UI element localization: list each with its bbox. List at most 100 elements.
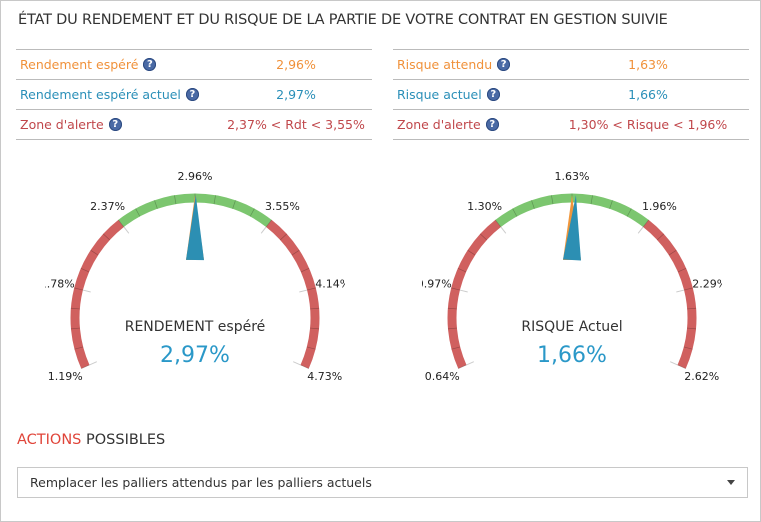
gauge-major-tick — [123, 226, 130, 234]
gauge-major-tick — [89, 361, 97, 366]
row-value: 2,96% — [276, 57, 316, 72]
gauge-title: RISQUE Actuel — [521, 319, 622, 335]
gauge-major-tick — [82, 289, 91, 293]
gauge-minor-tick — [447, 327, 457, 330]
rendement-gauge: 1.19% 1.78% 2.37% 2.96% 3.55% 4.14% 4.73% RENDE… — [45, 170, 345, 383]
gauge-value: 1,66% — [537, 343, 607, 368]
help-icon[interactable]: ? — [185, 88, 199, 101]
gauge-red-zone-low — [447, 219, 501, 369]
gauge-minor-tick — [265, 219, 272, 228]
gauge-major-tick — [670, 361, 678, 366]
gauge-minor-tick — [306, 346, 316, 350]
gauge-major-tick — [299, 289, 308, 293]
gauge-minor-tick — [551, 195, 554, 205]
gauge-minor-tick — [642, 219, 649, 228]
gauge-tick-label: 0.97% — [422, 278, 452, 291]
gauge-minor-tick — [74, 346, 84, 350]
gauge-minor-tick — [70, 307, 80, 310]
gauge-tick-label: 1.30% — [467, 200, 502, 213]
gauge-tick-label: 1.78% — [45, 278, 75, 291]
gauge-minor-tick — [310, 327, 320, 330]
gauge-minor-tick — [279, 233, 288, 241]
gauge-minor-tick — [300, 268, 310, 273]
gauge-minor-tick — [687, 327, 697, 330]
gauge-tick-label: 3.55% — [265, 200, 300, 213]
row-label: Risque attendu — [397, 57, 493, 72]
row-label: Rendement espéré actuel — [20, 87, 181, 102]
table-row: Rendement espéré actuel? 2,97% — [16, 80, 372, 110]
gauge-minor-tick — [102, 233, 111, 241]
gauge-minor-tick — [90, 249, 99, 256]
gauge-tick-label: 4.14% — [315, 278, 345, 291]
help-icon[interactable]: ? — [108, 118, 122, 131]
row-label: Zone d'alerte — [397, 117, 481, 132]
help-icon[interactable]: ? — [143, 58, 157, 71]
gauge-minor-tick — [300, 364, 309, 369]
table-row: Zone d'alerte? 2,37% < Rdt < 3,55% — [16, 110, 372, 140]
gauge-major-tick — [466, 361, 474, 366]
gauge-minor-tick — [590, 195, 593, 205]
row-label: Zone d'alerte — [20, 117, 104, 132]
row-label: Risque actuel — [397, 87, 482, 102]
gauge-tick-label: 1.96% — [642, 200, 677, 213]
gauge-minor-tick — [306, 287, 316, 291]
gauge-minor-tick — [213, 195, 216, 205]
gauge-minor-tick — [81, 364, 90, 369]
gauge-major-tick — [293, 361, 301, 366]
actions-heading-accent: ACTIONS — [17, 432, 82, 448]
gauge-minor-tick — [458, 364, 467, 369]
help-icon[interactable]: ? — [485, 118, 499, 131]
gauge-minor-tick — [683, 287, 693, 291]
gauge-minor-tick — [310, 307, 320, 310]
gauge-tick-label: 0.64% — [425, 370, 460, 383]
gauge-minor-tick — [118, 219, 125, 228]
gauge-minor-tick — [677, 268, 687, 273]
gauge-minor-tick — [687, 307, 697, 310]
actions-heading: ACTIONS POSSIBLES — [17, 432, 165, 448]
gauge-minor-tick — [609, 200, 613, 209]
gauge-title: RENDEMENT espéré — [125, 319, 266, 335]
gauge-minor-tick — [249, 208, 255, 217]
gauge-minor-tick — [467, 249, 476, 256]
risque-table: Risque attendu? 1,63% Risque actuel? 1,66%… — [393, 49, 749, 140]
action-select-value: Remplacer les palliers attendus par les … — [30, 475, 372, 490]
gauge-red-zone-high — [266, 219, 320, 369]
gauge-minor-tick — [154, 200, 158, 209]
gauge-minor-tick — [291, 249, 300, 256]
gauge-minor-tick — [135, 208, 141, 217]
row-value: 2,37% < Rdt < 3,55% — [227, 117, 365, 132]
gauge-value: 2,97% — [160, 343, 230, 368]
gauge-tick-label: 1.19% — [48, 370, 83, 383]
rendement-table: Rendement espéré? 2,96% Rendement espéré … — [16, 49, 372, 140]
gauge-minor-tick — [457, 268, 467, 273]
gauge-minor-tick — [232, 200, 236, 209]
risque-gauge: 0.64% 0.97% 1.30% 1.63% 1.96% 2.29% 2.62% RISQU… — [422, 170, 722, 383]
gauge-minor-tick — [668, 249, 677, 256]
gauge-minor-tick — [683, 346, 693, 350]
gauge-minor-tick — [531, 200, 535, 209]
help-icon[interactable]: ? — [486, 88, 500, 101]
gauge-red-zone-high — [643, 219, 697, 369]
gauge-minor-tick — [74, 287, 84, 291]
gauge-minor-tick — [447, 307, 457, 310]
gauge-major-tick — [637, 226, 644, 234]
gauge-minor-tick — [80, 268, 90, 273]
action-select[interactable]: Remplacer les palliers attendus par les … — [17, 467, 748, 498]
chevron-down-icon — [727, 480, 735, 485]
gauge-minor-tick — [626, 208, 632, 217]
gauge-minor-tick — [451, 346, 461, 350]
gauge-minor-tick — [70, 327, 80, 330]
actual-needle — [563, 195, 581, 261]
actions-heading-rest: POSSIBLES — [81, 432, 166, 448]
gauge-tick-label: 2.62% — [684, 370, 719, 383]
table-row: Rendement espéré? 2,96% — [16, 50, 372, 80]
help-icon[interactable]: ? — [497, 58, 511, 71]
gauge-major-tick — [500, 226, 507, 234]
gauge-major-tick — [260, 226, 267, 234]
gauge-major-tick — [676, 289, 685, 293]
gauge-tick-label: 4.73% — [307, 370, 342, 383]
gauge-major-tick — [459, 289, 468, 293]
gauge-tick-label: 2.37% — [90, 200, 125, 213]
gauge-red-zone-low — [70, 219, 124, 369]
page-title: ÉTAT DU RENDEMENT ET DU RISQUE DE LA PAR… — [18, 12, 668, 28]
